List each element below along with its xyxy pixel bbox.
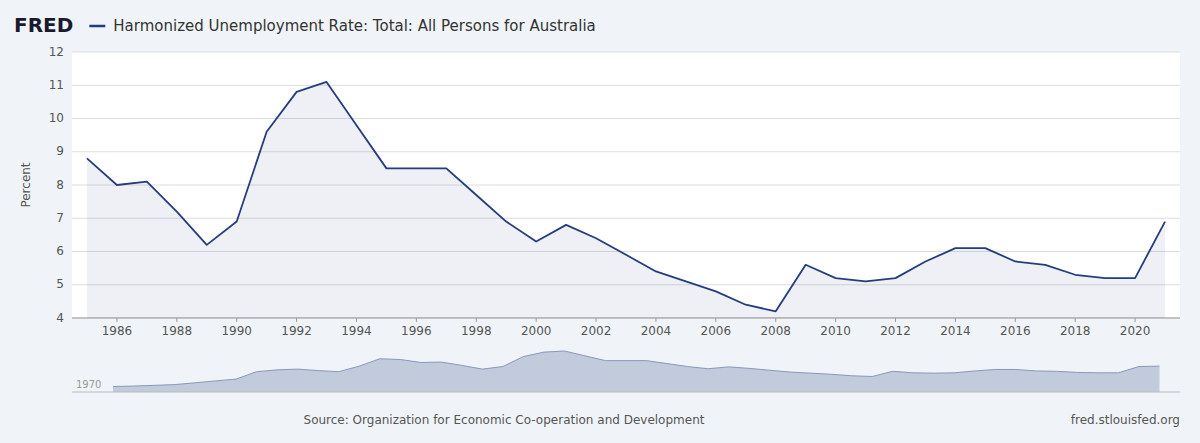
x-tick [356,318,357,322]
x-tick [1015,318,1016,322]
x-tick [775,318,776,322]
x-tick-label: 2016 [1000,324,1031,338]
grid-line [72,85,1180,86]
x-tick-label: 2018 [1060,324,1091,338]
background [0,0,1200,443]
main-plot: 4 5 6 7 8 9 10 11 12 1986 1988 1990 1992 1994 1996 1998… [19,45,1180,339]
x-tick-label: 2010 [820,324,851,338]
minimap: 1970 [72,351,1180,392]
y-axis-label: Percent [19,162,33,207]
y-tick-label: 10 [49,111,64,125]
y-tick-label: 12 [49,45,64,59]
series-line [87,82,1165,311]
x-tick-label: 1998 [461,324,492,338]
source-url: fred.stlouisfed.org [1071,413,1180,427]
x-tick-label: 1994 [341,324,372,338]
x-tick [476,318,477,322]
minimap-fill [113,351,1159,392]
x-tick-label: 2006 [701,324,732,338]
legend-line [89,25,105,28]
x-tick-label: 1996 [401,324,432,338]
x-tick-label: 2020 [1120,324,1151,338]
plot-background [72,52,1180,318]
x-tick [236,318,237,322]
x-tick [536,318,537,322]
header: FRED Harmonized Unemployment Rate: Total:… [14,13,596,37]
x-tick [895,318,896,322]
y-tick-label: 7 [56,211,64,225]
y-ticks: 4 5 6 7 8 9 10 11 12 [49,45,64,325]
title: Harmonized Unemployment Rate: Total: All… [113,17,595,35]
x-ticks: 1986 1988 1990 1992 1994 1996 1998 2000 2002 2004… [102,318,1151,338]
x-tick-label: 2012 [880,324,911,338]
minimap-line [113,351,1159,386]
y-tick-label: 9 [56,144,64,158]
x-tick [296,318,297,322]
x-tick-label: 1990 [221,324,252,338]
x-tick [176,318,177,322]
x-tick [1075,318,1076,322]
footer: Source: Organization for Economic Co-ope… [304,413,1180,427]
x-tick [1135,318,1136,322]
source-text: Source: Organization for Economic Co-ope… [304,413,705,427]
grid-line [72,151,1180,152]
x-tick [835,318,836,322]
minimap-axis-line [72,392,1180,393]
x-tick-label: 2014 [940,324,971,338]
x-tick-label: 1986 [102,324,133,338]
minimap-series [113,351,1159,392]
y-tick-label: 6 [56,244,64,258]
x-tick-label: 2000 [521,324,552,338]
y-tick-label: 4 [56,311,64,325]
grid-line [72,118,1180,119]
x-tick [596,318,597,322]
x-tick [116,318,117,322]
logo: FRED [14,13,73,37]
y-tick-label: 8 [56,178,64,192]
grid-line [72,185,1180,186]
minimap-label: 1970 [76,379,101,390]
x-tick-label: 1992 [281,324,312,338]
x-tick-label: 2008 [760,324,791,338]
x-tick [955,318,956,322]
series [87,82,1165,318]
x-tick [416,318,417,322]
x-tick-label: 1988 [162,324,193,338]
area-fill [87,82,1165,318]
y-grid [72,52,1180,318]
y-tick-label: 5 [56,277,64,291]
grid-line [72,52,1180,53]
x-tick-label: 2002 [581,324,612,338]
chart-root: FRED Harmonized Unemployment Rate: Total:… [0,0,1200,443]
y-tick-label: 11 [49,78,64,92]
x-tick [715,318,716,322]
x-tick-label: 2004 [641,324,672,338]
x-tick [655,318,656,322]
